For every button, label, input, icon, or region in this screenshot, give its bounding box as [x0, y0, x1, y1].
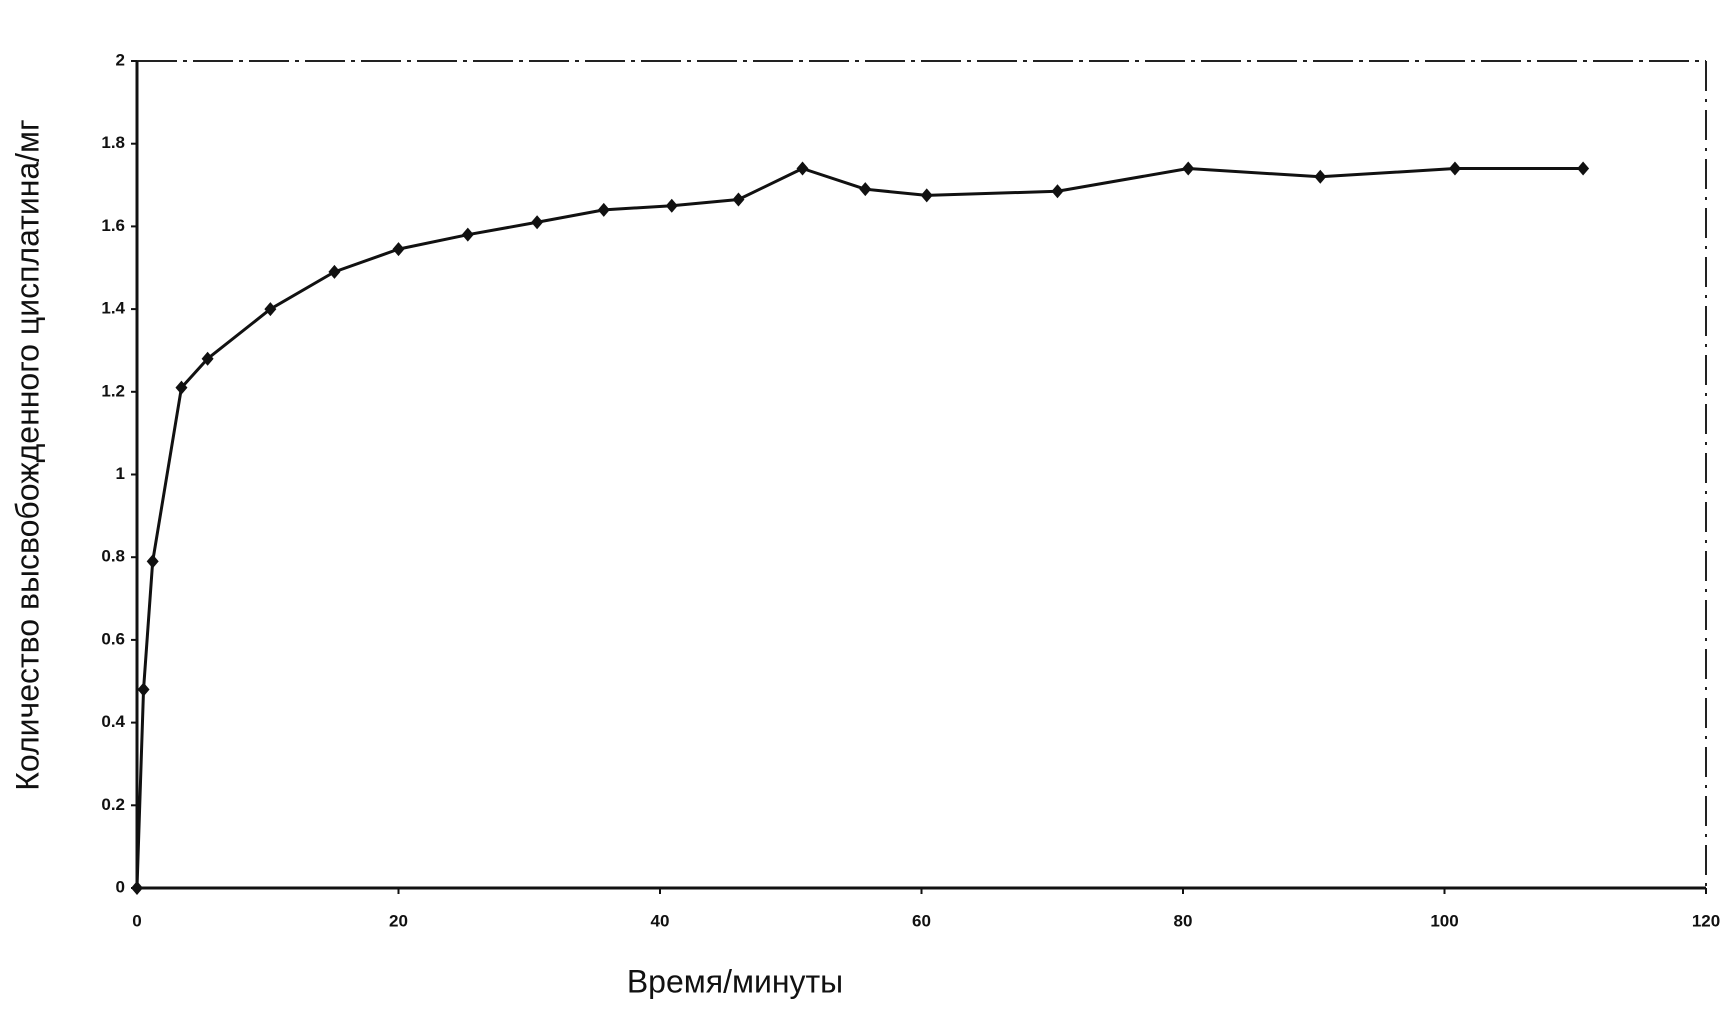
chart: Время/минуты Количество высвобожденного … [0, 0, 1736, 1016]
y-tick-label: 1.8 [101, 133, 125, 152]
x-tick-label: 120 [1692, 911, 1720, 930]
data-point [531, 215, 543, 229]
x-axis-title: Время/минуты [627, 963, 843, 999]
data-point [732, 193, 744, 207]
data-point [921, 188, 933, 202]
data-point [328, 265, 340, 279]
data-point [147, 554, 159, 568]
y-tick-label: 0.4 [101, 712, 125, 731]
y-tick-label: 2 [116, 50, 125, 69]
x-tick-label: 20 [389, 911, 408, 930]
data-point [666, 199, 678, 213]
x-tick-label: 80 [1174, 911, 1193, 930]
y-axis-title: Количество высвобожденного цисплатина/мг [9, 119, 45, 790]
data-point [393, 242, 405, 256]
data-point [598, 203, 610, 217]
data-point [1314, 170, 1326, 184]
y-tick-label: 0.6 [101, 629, 125, 648]
y-tick-label: 1 [116, 464, 125, 483]
data-point [1577, 162, 1589, 176]
x-tick-label: 60 [912, 911, 931, 930]
data-point [1182, 162, 1194, 176]
x-tick-label: 40 [651, 911, 670, 930]
x-tick-label: 0 [132, 911, 141, 930]
y-tick-label: 1.6 [101, 216, 125, 235]
y-tick-label: 0.8 [101, 547, 125, 566]
data-point [138, 683, 150, 697]
data-point [462, 228, 474, 242]
data-point [859, 182, 871, 196]
y-tick-label: 1.2 [101, 381, 125, 400]
data-line [137, 169, 1583, 888]
data-point [131, 881, 143, 895]
y-tick-label: 0 [116, 877, 125, 896]
y-tick-label: 1.4 [101, 299, 125, 318]
y-tick-label: 0.2 [101, 795, 125, 814]
data-point [1449, 162, 1461, 176]
data-point [797, 162, 809, 176]
data-point [1051, 184, 1063, 198]
x-tick-label: 100 [1430, 911, 1458, 930]
